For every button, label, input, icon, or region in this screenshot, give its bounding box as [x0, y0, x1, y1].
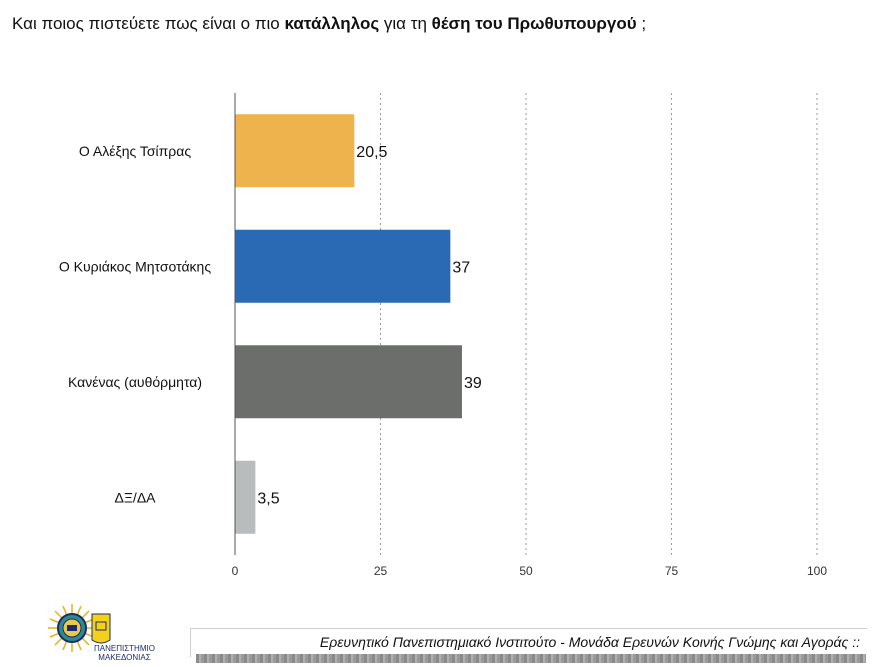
- x-tick-label: 25: [374, 564, 388, 578]
- bar: [235, 345, 462, 419]
- bar-chart: Ο Αλέξης Τσίπρας 20,5 Ο Κυριάκος Μητσοτάκη…: [59, 93, 828, 578]
- university-name: ΠΑΝΕΠΙΣΤΗΜΙΟ ΜΑΚΕΔΟΝΙΑΣ: [94, 644, 155, 662]
- category-label: ΔΞ/ΔΑ: [114, 489, 156, 505]
- bar: [235, 460, 256, 534]
- title-part-1: Και ποιος πιστεύετε πως είναι ο πιο: [12, 14, 285, 33]
- data-label: 39: [464, 375, 482, 392]
- x-axis-ticks: 0 25 50 75 100: [232, 564, 828, 578]
- x-tick-label: 0: [232, 564, 239, 578]
- title-bold-1: κατάλληλος: [284, 14, 380, 33]
- chart-title: Και ποιος πιστεύετε πως είναι ο πιο κατά…: [12, 14, 862, 34]
- footer-text: Ερευνητικό Πανεπιστημιακό Ινστιτούτο - Μ…: [319, 634, 860, 650]
- data-label: 20,5: [356, 144, 387, 161]
- footer-band: [190, 628, 867, 657]
- title-bold-2: θέση του Πρωθυπουργού: [431, 14, 637, 33]
- university-logo: [48, 600, 178, 662]
- footer-shadow: [196, 654, 866, 663]
- x-tick-label: 100: [807, 564, 827, 578]
- logo-emblem-icon: [48, 604, 111, 652]
- data-label: 3,5: [257, 490, 279, 507]
- title-part-2: για τη: [379, 14, 432, 33]
- x-tick-label: 50: [519, 564, 533, 578]
- category-label: Κανένας (αυθόρμητα): [68, 374, 202, 390]
- data-label: 37: [452, 259, 470, 276]
- x-tick-label: 75: [665, 564, 679, 578]
- category-label: Ο Κυριάκος Μητσοτάκης: [59, 258, 211, 274]
- bar: [235, 229, 451, 303]
- title-part-3: ;: [636, 14, 647, 33]
- category-label: Ο Αλέξης Τσίπρας: [79, 143, 192, 159]
- bar: [235, 114, 355, 188]
- chart-gridlines: [380, 93, 818, 555]
- chart-bars: Ο Αλέξης Τσίπρας 20,5 Ο Κυριάκος Μητσοτάκη…: [59, 114, 482, 534]
